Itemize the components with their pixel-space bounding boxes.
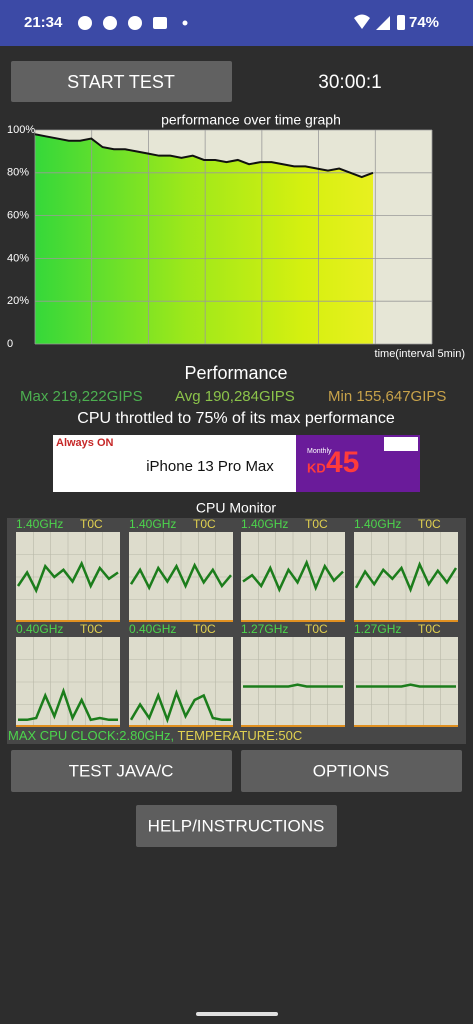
core-temp: T0C (193, 622, 216, 636)
x-axis-label: time(interval 5min) (375, 348, 465, 360)
core-clock: 1.27GHz (241, 622, 288, 636)
options-label[interactable]: OPTIONS (313, 761, 390, 780)
core-clock: 1.27GHz (354, 622, 401, 636)
max-performance: Max 219,222GIPS (20, 388, 143, 405)
core-temp: T0C (80, 622, 103, 636)
options-button[interactable] (241, 750, 462, 792)
y-tick-label: 0 (7, 338, 13, 350)
start-test-button[interactable] (11, 61, 232, 102)
notification-icons (78, 16, 188, 30)
cpu-info: MAX CPU CLOCK:2.80GHz, TEMPERATURE:50C (8, 728, 302, 743)
ad-choices[interactable] (384, 437, 418, 451)
performance-line (34, 133, 374, 179)
core-temp: T0C (193, 517, 216, 531)
home-indicator[interactable] (196, 1012, 278, 1016)
core-clock: 1.40GHz (241, 517, 288, 531)
ad-product[interactable]: iPhone 13 Pro Max (146, 458, 274, 475)
start-test-label[interactable]: START TEST (67, 72, 175, 92)
core-load-line (129, 562, 232, 591)
help-label[interactable]: HELP/INSTRUCTIONS (148, 816, 325, 835)
core-temp: T0C (418, 622, 441, 636)
y-tick-label: 20% (7, 295, 29, 307)
help-button[interactable] (136, 805, 337, 847)
core-clock: 0.40GHz (129, 622, 176, 636)
core-clock: 1.40GHz (16, 517, 63, 531)
core-temp: T0C (305, 517, 328, 531)
max-cpu-clock: MAX CPU CLOCK:2.80GHz, (8, 728, 174, 743)
throttle-note: CPU throttled to 75% of its max performa… (77, 410, 395, 427)
core-clock: 0.40GHz (16, 622, 63, 636)
core-load-line (356, 683, 456, 688)
core-load-line (243, 683, 343, 688)
test-java-label[interactable]: TEST JAVA/C (69, 761, 174, 780)
ad-price[interactable]: 45 (326, 446, 359, 479)
graph-title: performance over time graph (161, 112, 341, 128)
clock: 21:34 (24, 14, 63, 31)
ad-currency[interactable]: KD (307, 460, 326, 475)
core-load-line (354, 561, 458, 594)
core-temp: T0C (80, 517, 103, 531)
ad-badge[interactable]: Always ON (56, 437, 114, 449)
y-tick-label: 80% (7, 167, 29, 179)
core-temp: T0C (305, 622, 328, 636)
performance-heading: Performance (184, 363, 287, 383)
y-tick-label: 100% (7, 124, 35, 136)
core-clock: 1.40GHz (354, 517, 401, 531)
ad-offer[interactable]: Monthly (307, 448, 332, 455)
battery-level: 74% (409, 14, 439, 31)
test-java-button[interactable] (11, 750, 232, 792)
system-icons (354, 14, 405, 30)
performance-area (35, 134, 373, 344)
timer: 30:00:1 (318, 72, 381, 93)
min-performance: Min 155,647GIPS (328, 388, 446, 405)
cpu-monitor-title: CPU Monitor (196, 500, 276, 516)
core-clock: 1.40GHz (129, 517, 176, 531)
core-temp: T0C (418, 517, 441, 531)
core-load-line (129, 689, 231, 724)
core-load-line (18, 687, 118, 722)
y-tick-label: 40% (7, 252, 29, 264)
y-tick-label: 60% (7, 210, 29, 222)
avg-performance: Avg 190,284GIPS (175, 388, 295, 405)
temperature: TEMPERATURE:50C (178, 728, 303, 743)
core-load-line (242, 559, 344, 593)
core-load-line (16, 560, 119, 594)
